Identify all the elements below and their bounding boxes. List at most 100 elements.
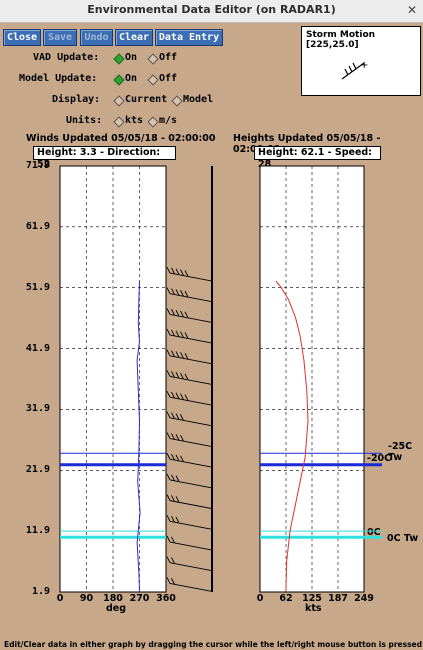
- wind-barb-shaft: [169, 438, 213, 447]
- undo-button[interactable]: Undo: [80, 29, 113, 46]
- save-button[interactable]: Save: [43, 29, 77, 46]
- wind-barb-shaft: [169, 500, 213, 510]
- wind-barb-flag: [175, 330, 180, 337]
- wind-barb-flag: [175, 268, 180, 275]
- display-label: Display:: [52, 94, 101, 105]
- wind-barb-flag: [180, 372, 184, 380]
- wind-barb-flag: [180, 455, 184, 462]
- wind-barb-flag: [166, 473, 171, 481]
- wind-barb-flag: [184, 290, 189, 298]
- wind-barb-flag: [171, 536, 175, 544]
- units-label: Units:: [66, 115, 103, 126]
- y-tick-label: 11.9: [25, 525, 50, 537]
- wind-barb-flag: [166, 266, 171, 274]
- wind-barb-flag: [171, 412, 175, 419]
- y-tick-label: 51.9: [25, 281, 50, 293]
- wind-barb-flag: [166, 432, 171, 439]
- wind-barb-flag: [175, 351, 180, 358]
- wind-barb-shaft: [169, 313, 213, 323]
- wind-barb-flag: [171, 329, 175, 337]
- wind-barb-shaft: [169, 541, 213, 551]
- wind-barb-flag: [166, 287, 171, 294]
- wind-barb-shaft: [169, 520, 213, 530]
- clear-button[interactable]: Clear: [115, 29, 153, 46]
- wind-barb-flag: [175, 454, 180, 462]
- wind-barb-flag: [171, 371, 175, 378]
- wind-barb-shaft: [169, 562, 213, 572]
- winds-header: Winds Updated 05/05/18 - 02:00:00: [26, 133, 216, 144]
- wind-barb-flag: [184, 352, 189, 360]
- wind-barb-flag: [171, 288, 175, 295]
- wind-barb-flag: [171, 350, 175, 357]
- heights-x-unit: kts: [305, 603, 322, 614]
- y-tick-label: 71.9: [25, 160, 50, 171]
- storm-motion-label: Storm Motion [225,25.0]: [306, 30, 376, 50]
- wind-barb-shaft: [169, 293, 213, 303]
- units-kts-label: kts: [125, 115, 144, 126]
- storm-motion-panel[interactable]: Storm Motion [225,25.0] +: [301, 26, 421, 96]
- wind-barb-flag: [175, 516, 180, 524]
- heights-readout: Height: 62.1 - Speed: 28: [254, 146, 381, 170]
- wind-barb-flag: [166, 577, 171, 584]
- winds-x-unit: deg: [106, 603, 127, 614]
- wind-barb-flag: [184, 270, 189, 277]
- wind-barb-flag: [166, 370, 171, 377]
- units-ms-label: m/s: [159, 115, 178, 126]
- wind-barb-shaft: [169, 458, 213, 468]
- wind-barb-shaft: [169, 417, 213, 427]
- wind-barb-shaft: [169, 355, 213, 365]
- wind-barb-flag: [166, 515, 171, 522]
- title-bar: Environmental Data Editor (on RADAR1) ✕: [0, 0, 423, 23]
- winds-readout: Height: 3.3 - Direction: 52: [33, 146, 176, 170]
- vad-update-label: VAD Update:: [33, 52, 100, 63]
- heights-x-tick-label: 249: [354, 593, 374, 604]
- wind-barb-flag: [171, 391, 175, 399]
- wind-barb-flag: [171, 453, 175, 461]
- vad-off-label: Off: [159, 52, 178, 63]
- wind-barb-flag: [166, 411, 171, 419]
- wind-barb-flag: [180, 393, 184, 400]
- winds-x-tick-label: 180: [103, 593, 123, 604]
- wind-barb-flag: [175, 392, 180, 400]
- wind-barb-flag: [166, 494, 171, 501]
- winds-profile-line: [136, 280, 141, 592]
- wind-barb-flag: [184, 332, 189, 339]
- vad-on-label: On: [125, 52, 138, 63]
- wind-barb-flag: [171, 495, 175, 502]
- wind-barb-flag: [184, 394, 189, 401]
- wind-barb-flag: [180, 434, 184, 442]
- heights-x-tick-label: 62: [279, 593, 293, 604]
- wind-barb-flag: [175, 289, 180, 296]
- wind-barb-flag: [171, 557, 175, 564]
- wind-barb-flag: [175, 371, 180, 379]
- close-button[interactable]: Close: [3, 29, 41, 46]
- wind-barb-flag: [166, 556, 171, 563]
- wind-barb-flag: [166, 453, 171, 460]
- wind-barb-shaft: [169, 582, 213, 592]
- wind-barb-flag: [171, 515, 175, 523]
- display-model-label: Model: [183, 94, 214, 105]
- model-update-label: Model Update:: [19, 73, 98, 84]
- footer-hint: Edit/Clear data in either graph by dragg…: [4, 640, 422, 649]
- window-title: Environmental Data Editor (on RADAR1): [87, 3, 336, 16]
- wind-barb-shaft: [169, 479, 213, 489]
- wind-barb-flag: [184, 373, 189, 381]
- svg-text:+: +: [360, 60, 368, 71]
- wind-barb-flag: [171, 309, 175, 316]
- wind-barb-shaft: [169, 396, 213, 406]
- label-0c: 0C: [367, 527, 381, 538]
- y-tick-label: 61.9: [25, 220, 50, 232]
- wind-barb-flag: [166, 390, 171, 398]
- y-tick-label: 31.9: [25, 403, 50, 415]
- close-window-icon[interactable]: ✕: [406, 3, 417, 17]
- model-on-label: On: [125, 73, 138, 84]
- heights-x-tick-label: 187: [328, 593, 348, 604]
- data-entry-button[interactable]: Data Entry: [155, 29, 223, 46]
- wind-barb-flag: [171, 433, 175, 440]
- wind-barb-flag: [180, 352, 184, 359]
- wind-barb-flag: [175, 475, 180, 482]
- wind-barb-flag: [180, 310, 184, 318]
- label-minus20c: -20C: [367, 453, 392, 464]
- wind-barb-shaft: [169, 272, 213, 282]
